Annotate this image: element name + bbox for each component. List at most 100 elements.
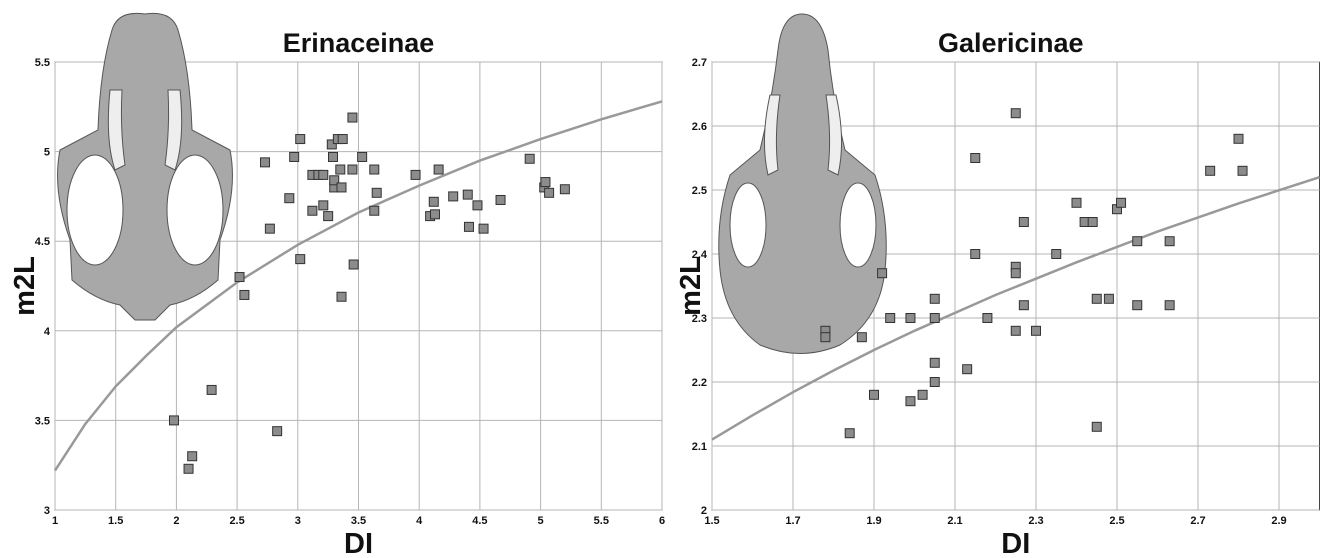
data-point [877, 268, 888, 279]
data-point [260, 157, 271, 168]
data-point [1103, 293, 1114, 304]
data-point [905, 396, 916, 407]
fit-curve [53, 100, 663, 472]
x-tick-label: 1.5 [108, 515, 123, 527]
data-point [1010, 325, 1021, 336]
x-tick-label: 2.5 [1109, 515, 1124, 527]
data-point [917, 389, 928, 400]
data-point [206, 384, 217, 395]
skull-illustration [718, 13, 887, 354]
data-point [318, 200, 329, 211]
data-point [348, 259, 359, 270]
data-point [1132, 300, 1143, 311]
data-point [428, 196, 439, 207]
y-axis-label: m2L [9, 256, 41, 316]
data-point [929, 313, 940, 323]
x-tick-label: 5 [538, 515, 544, 527]
data-point [1164, 300, 1175, 311]
data-point [318, 169, 329, 180]
data-point [1233, 133, 1244, 144]
data-point [544, 187, 555, 198]
y-tick-label: 2.6 [692, 121, 707, 133]
y-tick-label: 2.2 [692, 377, 707, 389]
data-point [1071, 197, 1082, 208]
data-point [869, 389, 879, 400]
data-point [856, 332, 867, 343]
y-tick-label: 2.7 [692, 57, 707, 69]
x-tick-label: 2.5 [229, 515, 244, 527]
x-axis-label: DI [344, 528, 373, 558]
data-point [168, 415, 179, 426]
data-point [1018, 300, 1029, 311]
x-tick-label: 2.1 [947, 515, 962, 527]
data-point [371, 187, 382, 198]
x-tick-label: 4 [416, 515, 423, 527]
y-tick-label: 2.5 [692, 185, 707, 197]
data-point [970, 249, 981, 259]
data-point [1018, 217, 1029, 227]
skull-illustration [57, 12, 233, 321]
data-point [307, 205, 318, 216]
data-point [559, 184, 570, 195]
data-point [1237, 165, 1248, 176]
data-point [329, 175, 340, 186]
data-point [962, 364, 973, 375]
data-point [495, 194, 506, 205]
x-tick-label: 2.7 [1190, 515, 1205, 527]
data-point [295, 254, 306, 265]
data-point [1091, 293, 1102, 304]
data-point [323, 211, 334, 222]
data-point [929, 357, 940, 368]
y-tick-label: 3 [44, 505, 50, 517]
x-tick-label: 1.5 [704, 515, 719, 527]
y-tick-label: 5.5 [35, 57, 50, 69]
data-point [433, 164, 444, 175]
x-tick-label: 1 [52, 515, 58, 527]
data-point [187, 451, 198, 462]
data-point [335, 164, 346, 175]
x-tick-label: 5.5 [594, 515, 609, 527]
data-point [328, 151, 339, 162]
x-tick-label: 1.7 [785, 515, 800, 527]
x-tick-label: 1.9 [866, 515, 881, 527]
data-point [1051, 249, 1062, 259]
x-tick-label: 2 [173, 515, 179, 527]
x-tick-label: 2.3 [1028, 515, 1043, 527]
data-point [1087, 217, 1098, 227]
x-tick-label: 6 [659, 515, 665, 527]
data-point [347, 112, 358, 123]
data-point [1091, 421, 1102, 432]
data-point [844, 428, 855, 439]
data-point [1164, 236, 1175, 247]
data-point [524, 153, 535, 164]
data-point [429, 209, 440, 220]
data-point [272, 426, 283, 437]
data-point [337, 134, 348, 145]
data-point [369, 205, 380, 216]
data-point [347, 164, 358, 175]
chart-title: Galericinae [938, 28, 1084, 58]
y-axis-label: m2L [675, 256, 707, 316]
y-tick-label: 2 [701, 505, 707, 517]
y-tick-label: 5 [44, 147, 50, 159]
y-tick-label: 3.5 [35, 415, 50, 427]
x-tick-label: 4.5 [472, 515, 487, 527]
y-tick-label: 2.1 [692, 441, 707, 453]
data-point [239, 289, 250, 300]
data-point [929, 377, 940, 387]
x-tick-label: 2.9 [1271, 515, 1286, 527]
data-point [1116, 197, 1127, 208]
data-point [905, 313, 916, 323]
data-point [970, 153, 981, 163]
data-point [357, 151, 368, 162]
marks-layer: Galericinae DI m2L [675, 28, 1320, 558]
data-point [463, 221, 474, 232]
data-point [410, 169, 421, 180]
data-point [820, 332, 831, 343]
data-point [1010, 268, 1021, 279]
y-tick-label: 2.4 [692, 249, 708, 261]
data-point [540, 177, 551, 188]
data-point [1205, 165, 1216, 176]
data-point [264, 223, 275, 234]
x-tick-label: 3.5 [351, 515, 366, 527]
